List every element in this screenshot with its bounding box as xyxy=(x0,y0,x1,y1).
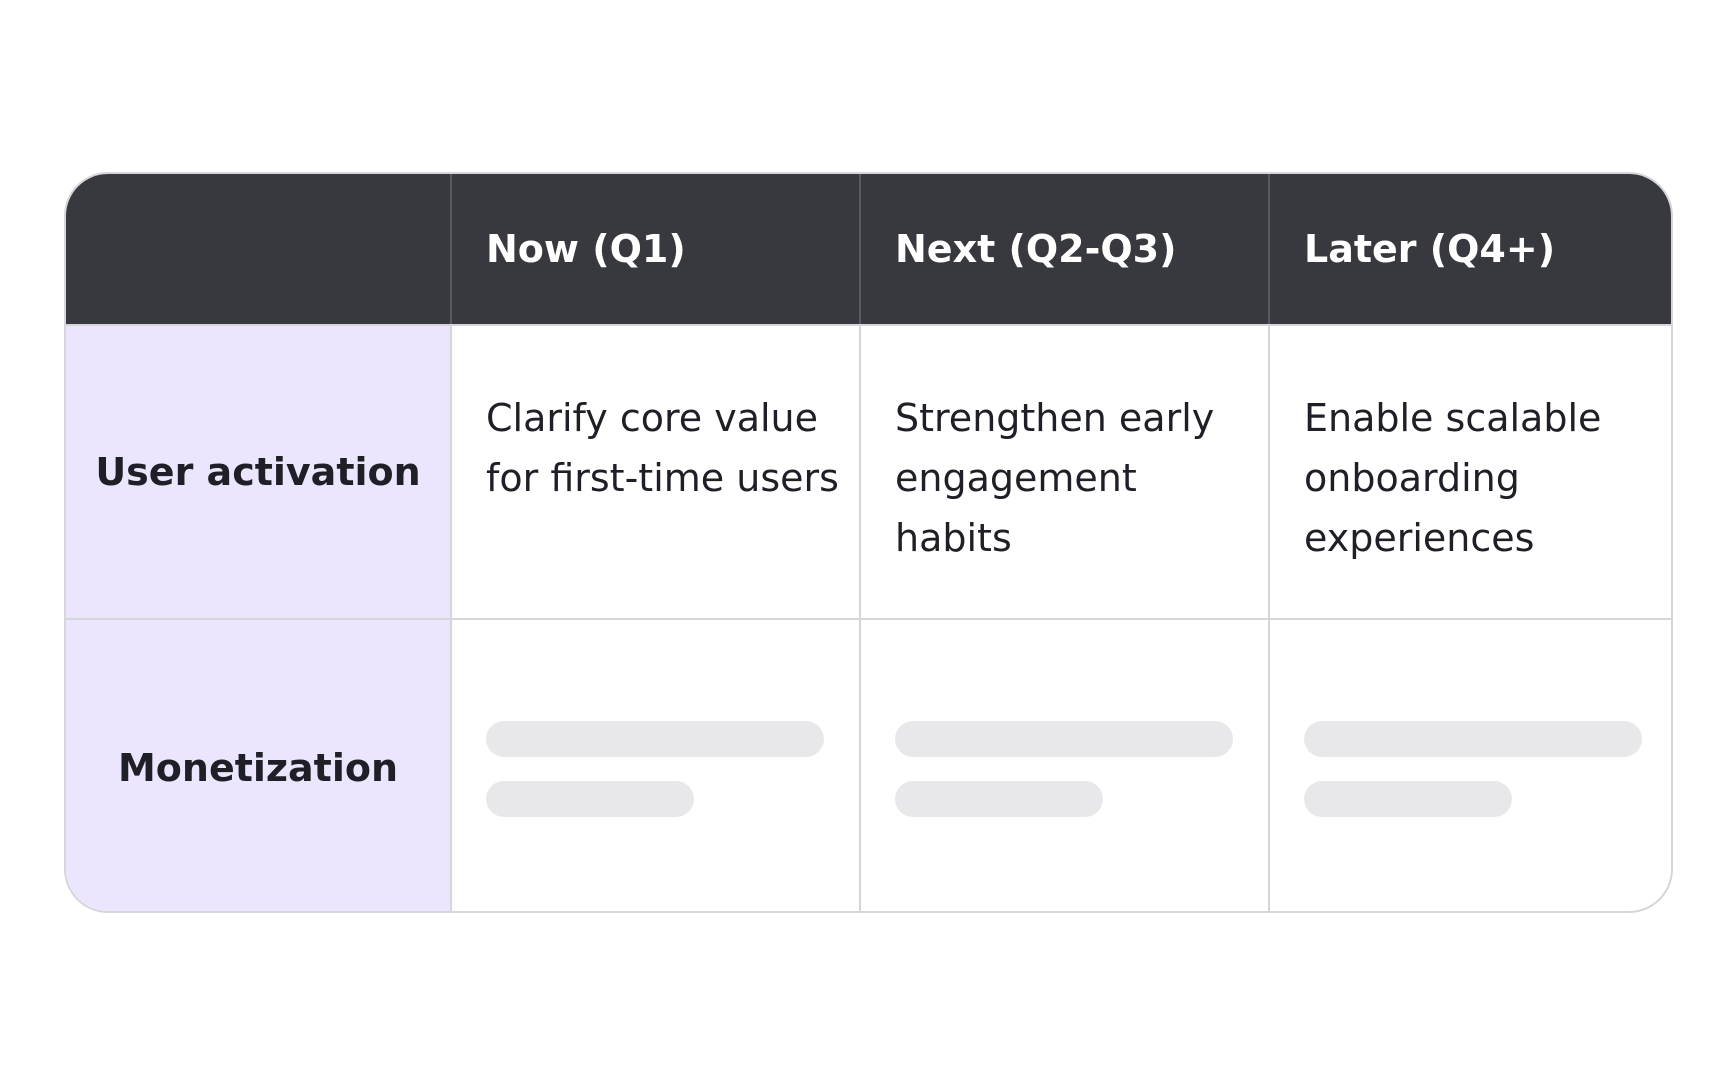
column-header: Now (Q1) xyxy=(450,174,859,324)
cell-text: Strengthen early engagement habits xyxy=(859,324,1268,618)
placeholder-line xyxy=(1304,721,1642,757)
cell-text: Enable scalable onboarding experiences xyxy=(1268,324,1671,618)
row-label: Monetization xyxy=(66,618,450,911)
placeholder-line xyxy=(895,721,1233,757)
column-header: Later (Q4+) xyxy=(1268,174,1671,324)
row-label: User activation xyxy=(66,324,450,618)
placeholder-line xyxy=(895,781,1103,817)
placeholder-cell xyxy=(859,618,1268,911)
roadmap-table: Now (Q1) Next (Q2-Q3) Later (Q4+) User a… xyxy=(64,172,1673,913)
cell-text: Clarify core value for first-time users xyxy=(450,324,859,618)
placeholder-line xyxy=(486,781,694,817)
placeholder-cell xyxy=(1268,618,1671,911)
header-corner xyxy=(66,174,450,324)
placeholder-cell xyxy=(450,618,859,911)
placeholder-line xyxy=(1304,781,1512,817)
column-header: Next (Q2-Q3) xyxy=(859,174,1268,324)
placeholder-line xyxy=(486,721,824,757)
